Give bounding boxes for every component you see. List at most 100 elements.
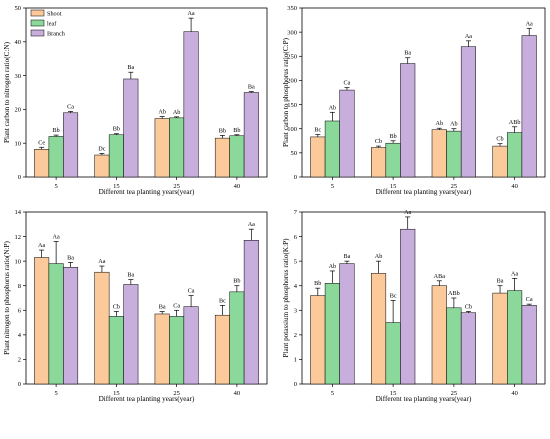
y-tick-label: 0 xyxy=(18,174,21,181)
y-tick-label: 300 xyxy=(287,29,297,36)
bar-significance-label: Aa xyxy=(404,209,411,216)
bar-significance-label: Bb xyxy=(233,278,240,285)
y-tick-label: 20 xyxy=(15,107,22,114)
legend: Shoot leaf Branch xyxy=(30,9,66,38)
y-tick-label: 0 xyxy=(18,381,21,388)
y-tick-label: 6 xyxy=(18,307,22,314)
y-tick-label: 7 xyxy=(294,209,298,216)
y-tick-label: 8 xyxy=(18,283,21,290)
bar-significance-label: Bb xyxy=(233,127,240,134)
bar-significance-label: Bb xyxy=(53,127,60,134)
y-tick-label: 0 xyxy=(294,174,297,181)
x-tick-label: 25 xyxy=(451,183,458,190)
bar-significance-label: Ba xyxy=(404,50,411,57)
bar-branch xyxy=(123,78,139,178)
bar-branch xyxy=(183,306,199,385)
bar-leaf xyxy=(169,117,185,178)
x-axis-title: Different tea planting years(year) xyxy=(99,395,195,403)
y-tick-label: 6 xyxy=(294,234,298,241)
bar-significance-label: Ab xyxy=(450,121,458,128)
bar-leaf xyxy=(48,263,64,385)
bar-branch xyxy=(521,305,537,385)
y-tick-label: 40 xyxy=(15,39,22,46)
y-tick-label: 5 xyxy=(294,258,297,265)
bar-significance-label: Ba xyxy=(497,278,504,285)
x-tick-label: 15 xyxy=(113,390,120,397)
x-tick-label: 5 xyxy=(331,183,334,190)
y-tick-label: 100 xyxy=(287,126,297,133)
bar-significance-label: Ba xyxy=(127,272,134,279)
y-tick-label: 0 xyxy=(294,381,297,388)
y-tick-label: 10 xyxy=(15,140,22,147)
chart-panel-2: 0 50 100 150 200 250 300 350 5 Bc Ab Ca 15 Cb Bb Ba 25 Ab… xyxy=(282,5,546,196)
x-tick-label: 40 xyxy=(234,183,241,190)
bar-significance-label: Bb xyxy=(219,127,226,134)
x-tick-label: 15 xyxy=(390,183,397,190)
bar-significance-label: Ab xyxy=(329,263,337,270)
bar-branch xyxy=(460,312,476,385)
bar-shoot xyxy=(94,271,110,385)
y-tick-label: 3 xyxy=(294,307,297,314)
bar-significance-label: ABb xyxy=(509,119,521,126)
chart-panel-1: 0 10 20 30 40 50 5 Ce Bb Ca 15 Dc Bb Ba 25 Ab Ab Aa 40 Bb Bb… xyxy=(3,5,268,196)
plot-frame xyxy=(25,7,268,178)
plot-frame xyxy=(301,211,546,385)
bar-significance-label: Aa xyxy=(98,258,105,265)
bar-branch xyxy=(63,112,79,178)
x-tick-label: 40 xyxy=(511,183,518,190)
bar-shoot xyxy=(371,147,387,178)
y-tick-label: 250 xyxy=(287,53,297,60)
bar-branch xyxy=(183,31,199,178)
y-tick-label: 2 xyxy=(18,357,21,364)
y-tick-label: 50 xyxy=(291,150,298,157)
bar-significance-label: Cb xyxy=(465,304,472,311)
legend-swatch-shoot xyxy=(30,9,45,17)
bar-significance-label: Ce xyxy=(38,139,45,146)
bar-significance-label: Bc xyxy=(314,127,321,134)
bar-significance-label: Dc xyxy=(98,145,105,152)
bar-significance-label: Bc xyxy=(219,297,226,304)
legend-swatch-leaf xyxy=(30,19,45,27)
bar-branch xyxy=(243,240,259,385)
bar-shoot xyxy=(431,285,447,385)
bar-significance-label: Ca xyxy=(526,296,533,303)
bar-branch xyxy=(123,284,139,385)
y-tick-label: 150 xyxy=(287,102,297,109)
bar-significance-label: Ab xyxy=(329,104,337,111)
bar-shoot xyxy=(214,314,230,385)
bar-branch xyxy=(243,92,259,178)
bar-shoot xyxy=(310,295,326,385)
bar-leaf xyxy=(108,134,124,178)
bar-significance-label: Ba xyxy=(67,254,74,261)
bar-branch xyxy=(63,267,79,385)
chart-panel-3: 0 2 4 6 8 10 12 14 5 Aa Aa Ba 15 Aa Cb Ba 25 Ba Ca Ca 40 Bc Bb… xyxy=(3,209,268,403)
bar-shoot xyxy=(492,145,508,178)
bar-leaf xyxy=(169,316,185,385)
bar-significance-label: Bb xyxy=(314,280,321,287)
bar-shoot xyxy=(214,137,230,178)
bar-significance-label: Aa xyxy=(53,233,60,240)
bar-significance-label: Ca xyxy=(188,288,195,295)
x-tick-label: 15 xyxy=(113,183,120,190)
bar-shoot xyxy=(34,149,50,178)
bar-shoot xyxy=(154,313,170,385)
bar-significance-label: Aa xyxy=(187,10,194,17)
bar-significance-label: Ab xyxy=(375,253,383,260)
y-tick-label: 10 xyxy=(15,258,22,265)
bar-significance-label: Aa xyxy=(38,242,45,249)
bar-shoot xyxy=(371,273,387,385)
bar-leaf xyxy=(229,135,245,178)
bar-branch xyxy=(521,35,537,178)
bar-significance-label: Ca xyxy=(173,302,180,309)
x-tick-label: 25 xyxy=(451,390,458,397)
x-tick-label: 5 xyxy=(331,390,334,397)
bar-significance-label: Ab xyxy=(158,108,166,115)
y-tick-label: 4 xyxy=(294,283,298,290)
y-tick-label: 1 xyxy=(294,357,297,364)
bar-shoot xyxy=(431,129,447,178)
bar-branch xyxy=(339,263,355,385)
bar-significance-label: Aa xyxy=(465,33,472,40)
y-tick-label: 2 xyxy=(294,332,297,339)
x-tick-label: 5 xyxy=(55,183,58,190)
